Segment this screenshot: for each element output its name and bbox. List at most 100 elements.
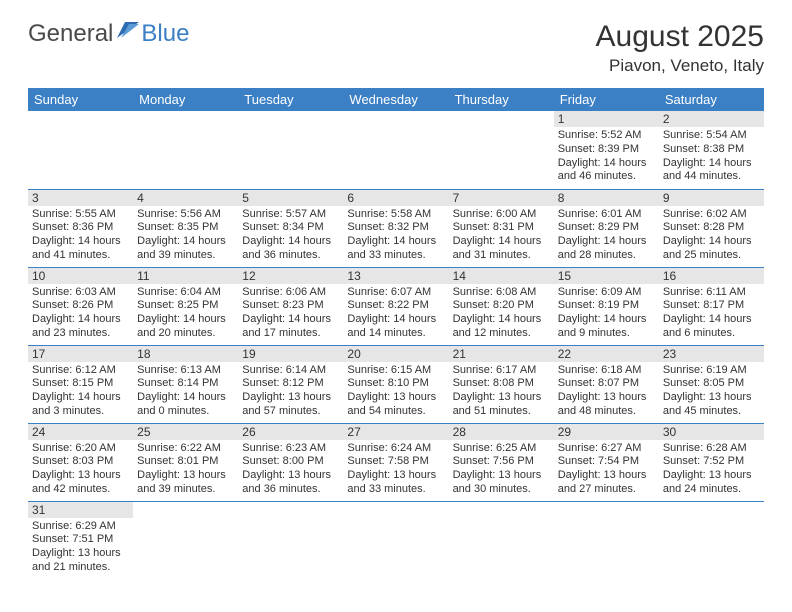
- location-subtitle: Piavon, Veneto, Italy: [596, 56, 764, 76]
- day2-text: and 57 minutes.: [242, 405, 339, 419]
- day-number: 16: [659, 268, 764, 284]
- sunrise-text: Sunrise: 6:19 AM: [663, 364, 760, 378]
- day-number: 26: [238, 424, 343, 440]
- day1-text: Daylight: 14 hours: [663, 157, 760, 171]
- day2-text: and 48 minutes.: [558, 405, 655, 419]
- calendar-cell: 30Sunrise: 6:28 AMSunset: 7:52 PMDayligh…: [659, 423, 764, 501]
- day-content: Sunrise: 6:07 AMSunset: 8:22 PMDaylight:…: [343, 284, 448, 345]
- day2-text: and 33 minutes.: [347, 249, 444, 263]
- day-number: 28: [449, 424, 554, 440]
- day2-text: and 33 minutes.: [347, 483, 444, 497]
- day-number: 27: [343, 424, 448, 440]
- calendar-cell: 16Sunrise: 6:11 AMSunset: 8:17 PMDayligh…: [659, 267, 764, 345]
- calendar-cell: 5Sunrise: 5:57 AMSunset: 8:34 PMDaylight…: [238, 189, 343, 267]
- sunset-text: Sunset: 8:34 PM: [242, 221, 339, 235]
- day-content: Sunrise: 6:24 AMSunset: 7:58 PMDaylight:…: [343, 440, 448, 501]
- calendar-cell: [449, 501, 554, 579]
- calendar-cell: 17Sunrise: 6:12 AMSunset: 8:15 PMDayligh…: [28, 345, 133, 423]
- day-header: Tuesday: [238, 88, 343, 111]
- day1-text: Daylight: 14 hours: [558, 157, 655, 171]
- day-number: 21: [449, 346, 554, 362]
- day-content: Sunrise: 6:25 AMSunset: 7:56 PMDaylight:…: [449, 440, 554, 501]
- day2-text: and 28 minutes.: [558, 249, 655, 263]
- day-content: Sunrise: 5:54 AMSunset: 8:38 PMDaylight:…: [659, 127, 764, 188]
- day1-text: Daylight: 13 hours: [663, 391, 760, 405]
- sunrise-text: Sunrise: 6:22 AM: [137, 442, 234, 456]
- calendar-cell: [554, 501, 659, 579]
- sunrise-text: Sunrise: 6:12 AM: [32, 364, 129, 378]
- sunrise-text: Sunrise: 6:09 AM: [558, 286, 655, 300]
- sunset-text: Sunset: 8:39 PM: [558, 143, 655, 157]
- day1-text: Daylight: 13 hours: [242, 469, 339, 483]
- calendar-cell: 21Sunrise: 6:17 AMSunset: 8:08 PMDayligh…: [449, 345, 554, 423]
- sunrise-text: Sunrise: 6:11 AM: [663, 286, 760, 300]
- day-number: 18: [133, 346, 238, 362]
- day1-text: Daylight: 14 hours: [663, 235, 760, 249]
- day-number: 10: [28, 268, 133, 284]
- day-content: Sunrise: 6:06 AMSunset: 8:23 PMDaylight:…: [238, 284, 343, 345]
- sunrise-text: Sunrise: 6:27 AM: [558, 442, 655, 456]
- day-content: Sunrise: 6:00 AMSunset: 8:31 PMDaylight:…: [449, 206, 554, 267]
- page-header: General Blue August 2025 Piavon, Veneto,…: [0, 0, 792, 84]
- brand-part1: General: [28, 20, 113, 48]
- day2-text: and 24 minutes.: [663, 483, 760, 497]
- day2-text: and 54 minutes.: [347, 405, 444, 419]
- sunset-text: Sunset: 8:29 PM: [558, 221, 655, 235]
- sunrise-text: Sunrise: 5:54 AM: [663, 129, 760, 143]
- sunrise-text: Sunrise: 5:52 AM: [558, 129, 655, 143]
- day2-text: and 46 minutes.: [558, 170, 655, 184]
- sunrise-text: Sunrise: 6:25 AM: [453, 442, 550, 456]
- day-number: 29: [554, 424, 659, 440]
- day1-text: Daylight: 13 hours: [453, 469, 550, 483]
- calendar-row: 24Sunrise: 6:20 AMSunset: 8:03 PMDayligh…: [28, 423, 764, 501]
- sunrise-text: Sunrise: 6:18 AM: [558, 364, 655, 378]
- sunset-text: Sunset: 8:10 PM: [347, 377, 444, 391]
- day-header: Monday: [133, 88, 238, 111]
- day-content: Sunrise: 6:01 AMSunset: 8:29 PMDaylight:…: [554, 206, 659, 267]
- sunrise-text: Sunrise: 5:57 AM: [242, 208, 339, 222]
- day2-text: and 51 minutes.: [453, 405, 550, 419]
- day2-text: and 39 minutes.: [137, 249, 234, 263]
- sunrise-text: Sunrise: 5:55 AM: [32, 208, 129, 222]
- calendar-cell: 4Sunrise: 5:56 AMSunset: 8:35 PMDaylight…: [133, 189, 238, 267]
- day2-text: and 36 minutes.: [242, 249, 339, 263]
- calendar-cell: 23Sunrise: 6:19 AMSunset: 8:05 PMDayligh…: [659, 345, 764, 423]
- sunset-text: Sunset: 7:52 PM: [663, 455, 760, 469]
- day-number: 12: [238, 268, 343, 284]
- day-number: 31: [28, 502, 133, 518]
- calendar-cell: [238, 501, 343, 579]
- sunset-text: Sunset: 7:51 PM: [32, 533, 129, 547]
- day-header: Wednesday: [343, 88, 448, 111]
- day2-text: and 31 minutes.: [453, 249, 550, 263]
- calendar-cell: 14Sunrise: 6:08 AMSunset: 8:20 PMDayligh…: [449, 267, 554, 345]
- day-number: 8: [554, 190, 659, 206]
- day-number: 22: [554, 346, 659, 362]
- day1-text: Daylight: 14 hours: [137, 391, 234, 405]
- day1-text: Daylight: 14 hours: [347, 235, 444, 249]
- day-content: Sunrise: 6:29 AMSunset: 7:51 PMDaylight:…: [28, 518, 133, 579]
- day-content: Sunrise: 6:20 AMSunset: 8:03 PMDaylight:…: [28, 440, 133, 501]
- sunrise-text: Sunrise: 6:29 AM: [32, 520, 129, 534]
- day2-text: and 0 minutes.: [137, 405, 234, 419]
- sunset-text: Sunset: 8:36 PM: [32, 221, 129, 235]
- calendar-cell: 26Sunrise: 6:23 AMSunset: 8:00 PMDayligh…: [238, 423, 343, 501]
- calendar-cell: 6Sunrise: 5:58 AMSunset: 8:32 PMDaylight…: [343, 189, 448, 267]
- day2-text: and 30 minutes.: [453, 483, 550, 497]
- day-number: 6: [343, 190, 448, 206]
- sunset-text: Sunset: 8:26 PM: [32, 299, 129, 313]
- day-number: 1: [554, 111, 659, 127]
- day-content: Sunrise: 6:15 AMSunset: 8:10 PMDaylight:…: [343, 362, 448, 423]
- day2-text: and 21 minutes.: [32, 561, 129, 575]
- day-number: 11: [133, 268, 238, 284]
- day-number: 19: [238, 346, 343, 362]
- sunrise-text: Sunrise: 6:13 AM: [137, 364, 234, 378]
- day2-text: and 3 minutes.: [32, 405, 129, 419]
- sunset-text: Sunset: 8:25 PM: [137, 299, 234, 313]
- day-content: Sunrise: 6:18 AMSunset: 8:07 PMDaylight:…: [554, 362, 659, 423]
- day2-text: and 14 minutes.: [347, 327, 444, 341]
- calendar-cell: 28Sunrise: 6:25 AMSunset: 7:56 PMDayligh…: [449, 423, 554, 501]
- sunset-text: Sunset: 8:14 PM: [137, 377, 234, 391]
- day1-text: Daylight: 13 hours: [558, 391, 655, 405]
- sunset-text: Sunset: 8:19 PM: [558, 299, 655, 313]
- day2-text: and 39 minutes.: [137, 483, 234, 497]
